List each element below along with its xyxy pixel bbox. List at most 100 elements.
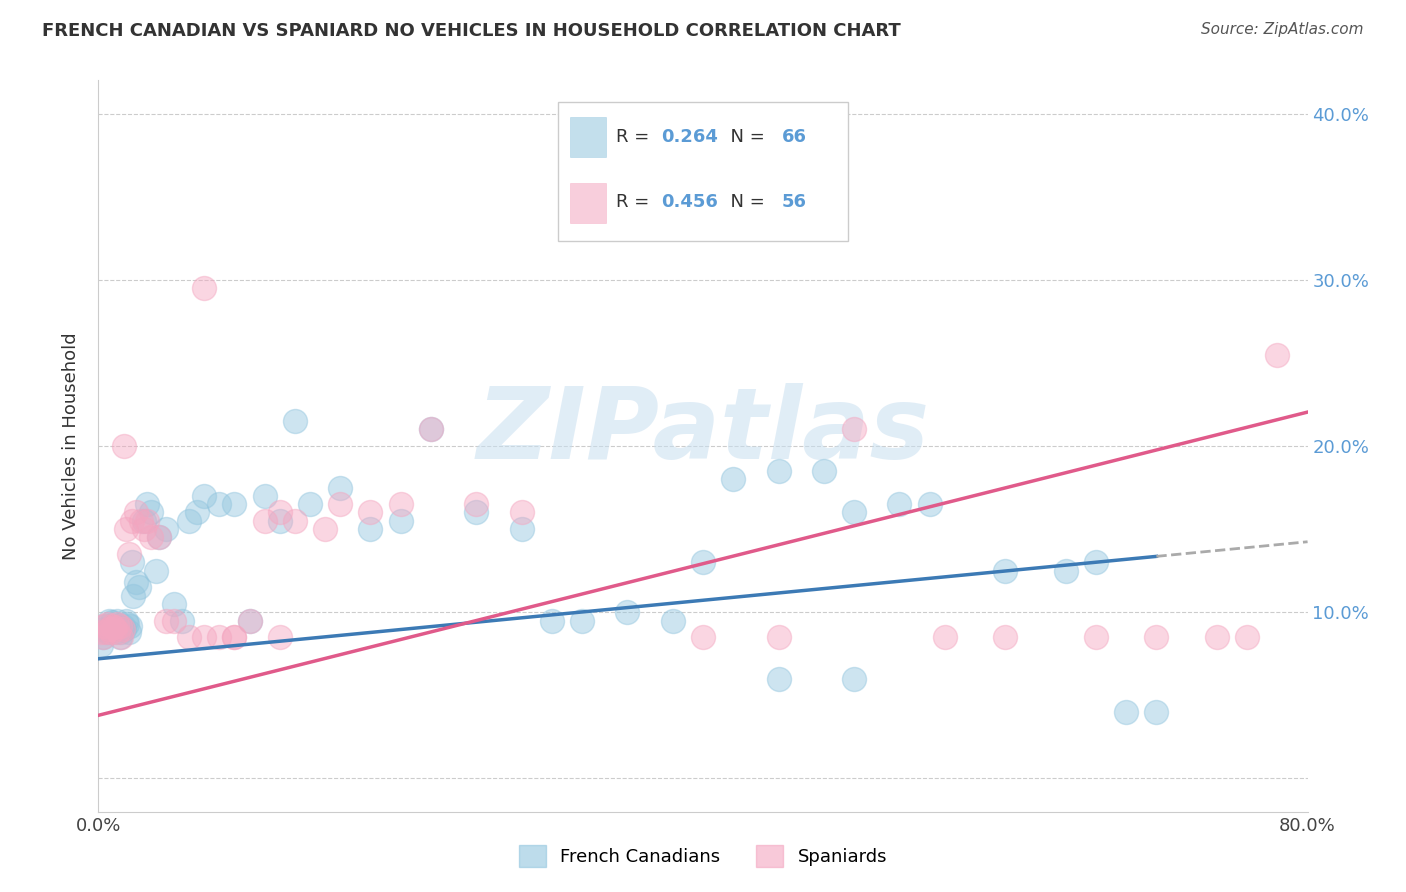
Point	[934, 630, 956, 644]
Point	[420, 422, 443, 436]
Point	[114, 522, 136, 536]
Point	[571, 614, 593, 628]
Point	[91, 630, 114, 644]
Point	[1054, 564, 1077, 578]
Point	[284, 514, 307, 528]
Point	[105, 616, 128, 631]
Point	[104, 622, 127, 636]
Point	[129, 514, 152, 528]
Point	[170, 614, 193, 628]
Point	[90, 639, 112, 653]
Point	[141, 530, 163, 544]
Point	[994, 564, 1017, 578]
Point	[125, 575, 148, 590]
Point	[135, 497, 157, 511]
Text: 0.456: 0.456	[661, 194, 717, 211]
Point	[98, 622, 121, 636]
Text: Source: ZipAtlas.com: Source: ZipAtlas.com	[1201, 22, 1364, 37]
Point	[1206, 630, 1229, 644]
Point	[94, 618, 117, 632]
Point	[269, 506, 291, 520]
Point	[239, 614, 262, 628]
Point	[1267, 347, 1289, 362]
Point	[108, 618, 131, 632]
Point	[918, 497, 941, 511]
Point	[145, 564, 167, 578]
Point	[269, 630, 291, 644]
Point	[96, 616, 118, 631]
Point	[1085, 630, 1108, 644]
Point	[98, 614, 121, 628]
Point	[155, 522, 177, 536]
Point	[193, 281, 215, 295]
Point	[616, 189, 638, 203]
Point	[1115, 705, 1137, 719]
Point	[105, 614, 128, 628]
Point	[889, 497, 911, 511]
FancyBboxPatch shape	[558, 103, 848, 241]
FancyBboxPatch shape	[569, 117, 606, 157]
Point	[723, 472, 745, 486]
Point	[163, 614, 186, 628]
Point	[420, 422, 443, 436]
Legend: French Canadians, Spaniards: French Canadians, Spaniards	[509, 836, 897, 876]
Point	[844, 672, 866, 686]
Point	[1144, 705, 1167, 719]
Point	[661, 614, 683, 628]
Point	[101, 618, 124, 632]
Point	[122, 589, 145, 603]
Point	[118, 547, 141, 561]
Point	[360, 522, 382, 536]
Text: FRENCH CANADIAN VS SPANIARD NO VEHICLES IN HOUSEHOLD CORRELATION CHART: FRENCH CANADIAN VS SPANIARD NO VEHICLES …	[42, 22, 901, 40]
Point	[120, 618, 142, 632]
Point	[100, 620, 122, 634]
Point	[163, 597, 186, 611]
Point	[1236, 630, 1258, 644]
Point	[100, 625, 122, 640]
Point	[186, 506, 208, 520]
Point	[93, 622, 115, 636]
Text: R =: R =	[616, 128, 655, 146]
Y-axis label: No Vehicles in Household: No Vehicles in Household	[62, 332, 80, 560]
Point	[510, 506, 533, 520]
Point	[101, 615, 124, 630]
Point	[299, 497, 322, 511]
Point	[540, 614, 562, 628]
Point	[93, 618, 115, 632]
Point	[132, 514, 155, 528]
Point	[179, 630, 201, 644]
Point	[329, 497, 352, 511]
Point	[994, 630, 1017, 644]
Point	[1144, 630, 1167, 644]
Text: N =: N =	[718, 128, 770, 146]
Point	[155, 614, 177, 628]
Point	[128, 580, 150, 594]
Point	[111, 618, 134, 632]
Point	[118, 625, 141, 640]
Point	[768, 630, 790, 644]
Point	[114, 614, 136, 628]
Point	[96, 625, 118, 640]
Point	[224, 497, 246, 511]
Point	[115, 616, 138, 631]
Point	[110, 625, 132, 640]
Point	[108, 630, 131, 644]
Point	[768, 672, 790, 686]
Point	[284, 414, 307, 428]
Point	[844, 506, 866, 520]
Point	[125, 506, 148, 520]
Point	[107, 618, 129, 632]
Point	[103, 622, 125, 636]
Point	[107, 625, 129, 640]
Point	[121, 555, 143, 569]
Point	[239, 614, 262, 628]
Point	[768, 464, 790, 478]
Point	[110, 630, 132, 644]
Point	[94, 625, 117, 640]
Point	[616, 605, 638, 619]
Point	[329, 481, 352, 495]
Point	[208, 630, 231, 644]
FancyBboxPatch shape	[569, 183, 606, 223]
Text: 66: 66	[782, 128, 807, 146]
Point	[112, 439, 135, 453]
